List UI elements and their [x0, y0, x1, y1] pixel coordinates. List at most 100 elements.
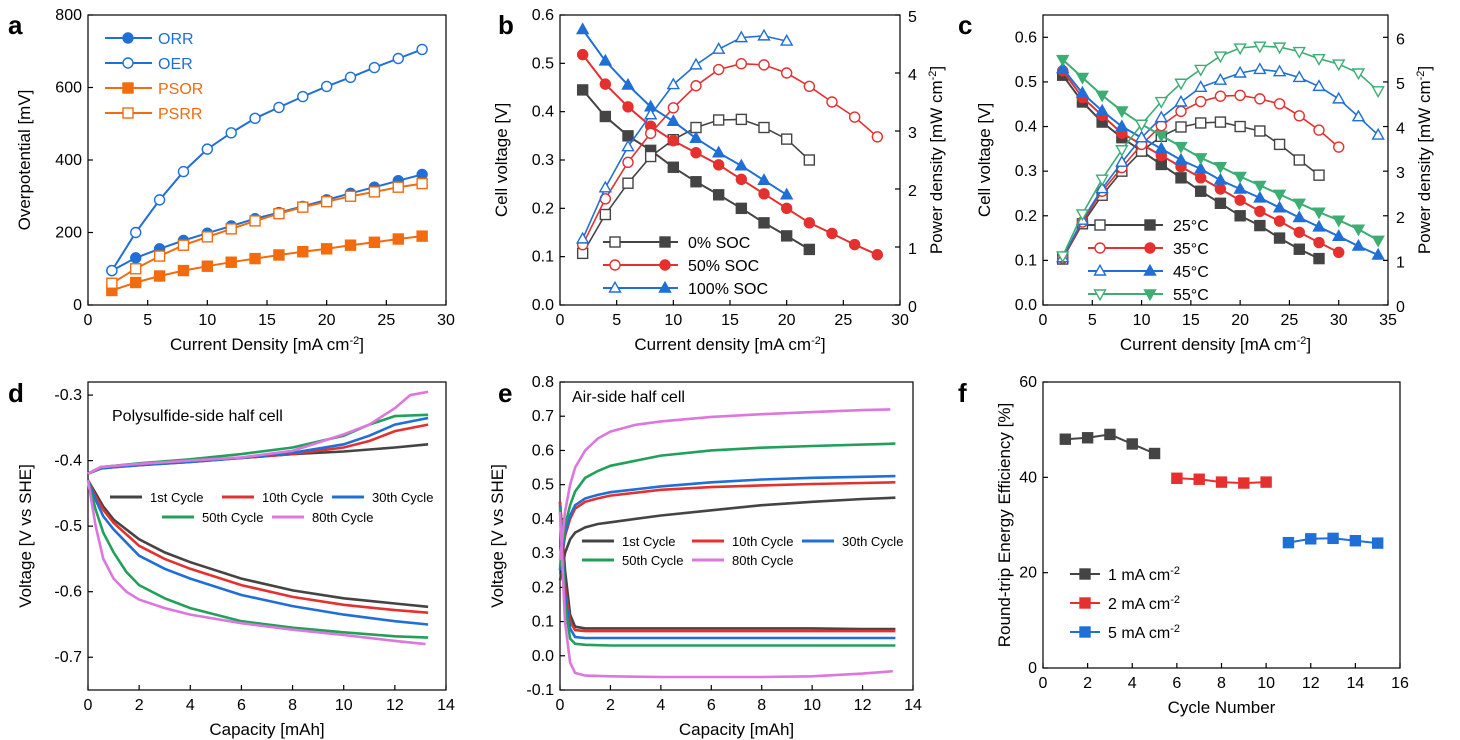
legend-open-marker-100% SOC [608, 280, 622, 293]
legend-label-0% SOC: 0% SOC [688, 235, 750, 252]
x-tick-label: 4 [656, 697, 665, 714]
voltage-point-55°C [1332, 215, 1346, 228]
voltage-point-35°C [1195, 172, 1207, 184]
y-tick-label: 0.6 [532, 7, 554, 24]
voltage-point-55°C [1095, 90, 1109, 103]
voltage-point-50% SOC [622, 101, 634, 113]
voltage-point-45°C [1292, 210, 1306, 223]
power-point-100% SOC [711, 42, 726, 54]
legend-filled-marker-35°C [1144, 242, 1156, 254]
power-point-45°C [1332, 91, 1346, 104]
x-tick-label: 30 [437, 312, 455, 329]
efficiency-point-2 mA cm [1193, 473, 1205, 485]
x-tick-label: 14 [437, 697, 455, 714]
y-tick-label: 0.8 [532, 374, 554, 391]
voltage-point-45°C [1075, 85, 1090, 98]
power-point-45°C [1115, 155, 1129, 167]
y-tick-label: 0.1 [532, 614, 554, 631]
efficiency-point-1 mA cm [1126, 438, 1138, 450]
panel-e: e Air-side half cell 0 2 4 6 8 10 12 14 -0.1 0.0 0… [488, 374, 922, 739]
voltage-point-0% SOC [712, 189, 725, 201]
voltage-point-50% SOC [712, 159, 725, 171]
y-axis-title-main: Cell voltage [V] [492, 103, 511, 217]
y-tick-label: -0.4 [54, 453, 82, 470]
efficiency-point-1 mA cm [1059, 433, 1072, 445]
y-tick-label: 600 [55, 80, 82, 97]
voltage-point-45°C [1154, 141, 1168, 154]
data-point-OER [106, 264, 118, 277]
efficiency-point-5 mA cm [1371, 537, 1384, 549]
power-point-50% SOC [712, 63, 725, 76]
power-point-45°C [1312, 79, 1326, 92]
power-point-35°C [1333, 141, 1345, 153]
y-tick-label: -0.1 [526, 682, 554, 699]
power-point-100% SOC [598, 180, 613, 193]
discharge-curve-50th Cycle [558, 508, 896, 647]
data-point-PSRR [225, 223, 237, 235]
y-tick-label: -0.6 [54, 584, 82, 601]
voltage-point-55°C [1253, 180, 1267, 193]
efficiency-point-1 mA cm [1081, 432, 1094, 444]
x-tick-label: 8 [757, 697, 766, 714]
panel-f: f 0 2 4 6 8 10 12 14 16 0 20 40 60 Cycle Number Round-… [958, 374, 1409, 717]
discharge-curve-30th Cycle [86, 479, 429, 626]
y-tick-label: 0.4 [532, 511, 554, 528]
legend-open-marker-45°C [1093, 263, 1107, 276]
x-axis-title-main: Cycle Number [1168, 698, 1276, 717]
voltage-point-50% SOC [735, 173, 748, 186]
data-point-PSOR [344, 239, 357, 251]
x-axis-title-sup: -2 [1297, 335, 1307, 347]
x-axis-title: Current density [mA cm-2] [1120, 335, 1311, 354]
voltage-point-45°C [1351, 238, 1366, 251]
x-axis-title: Current Density [mA cm-2] [170, 335, 364, 354]
voltage-point-50% SOC [871, 249, 884, 261]
legend-filled-marker-45°C [1143, 263, 1157, 276]
data-point-PSRR [297, 201, 309, 213]
charge-curve-1st Cycle [87, 443, 429, 475]
legend-label-main: 5 mA cm [1108, 625, 1170, 642]
power-point-50% SOC [780, 67, 793, 79]
voltage-point-0% SOC [690, 176, 702, 188]
legend-marker-5 mA cm [1079, 626, 1091, 638]
voltage-point-100% SOC [575, 22, 590, 35]
x-tick-label: 10 [198, 312, 216, 329]
y2-tick-label: 5 [1396, 76, 1405, 93]
y2-tick-label: 0 [908, 299, 917, 316]
x-axis-title-end: ] [821, 335, 826, 354]
x-tick-label: 10 [664, 312, 682, 329]
x-axis-title: Cycle Number [1168, 698, 1276, 717]
power-point-50% SOC [803, 80, 816, 93]
charge-curve-50th Cycle [558, 442, 896, 567]
power-point-0% SOC [690, 121, 702, 134]
power-point-45°C [1351, 109, 1366, 122]
voltage-point-55°C [1312, 207, 1326, 220]
x-axis-title-sup: -2 [811, 335, 821, 347]
power-point-55°C [1253, 41, 1267, 54]
power-point-50% SOC [690, 80, 702, 92]
panel-d: d Polysulfide-side half cell 0 2 4 6 8 10 12 14… [8, 378, 455, 739]
x-axis-title: Capacity [mAh] [209, 720, 324, 739]
legend-label-PSRR: PSRR [158, 106, 202, 123]
voltage-point-100% SOC [757, 173, 771, 186]
x-tick-label: 25 [1281, 312, 1299, 329]
data-point-PSRR [416, 177, 428, 190]
y-tick-label: -0.7 [54, 649, 82, 666]
charge-curve-1st Cycle [558, 496, 896, 581]
power-line-100% SOC [581, 35, 787, 240]
legend-label-1st Cycle: 1st Cycle [622, 534, 675, 549]
data-point-PSRR [344, 190, 357, 202]
voltage-point-45°C [1115, 119, 1129, 132]
legend-label-OER: OER [158, 56, 193, 73]
x-axis-title: Current density [mA cm-2] [634, 335, 825, 354]
x-axis-title-main: Current density [mA cm [634, 335, 811, 354]
y-tick-label: 0.2 [1015, 208, 1037, 225]
power-point-35°C [1234, 89, 1246, 102]
power-line-50% SOC [581, 62, 878, 246]
discharge-curve-30th Cycle [558, 505, 896, 640]
legend-label-ORR: ORR [158, 31, 194, 48]
power-point-50% SOC [644, 127, 657, 140]
power-point-35°C [1293, 110, 1305, 122]
legend-filled-marker-25°C [1144, 219, 1156, 231]
power-point-100% SOC [689, 57, 703, 70]
voltage-point-25°C [1175, 172, 1187, 184]
